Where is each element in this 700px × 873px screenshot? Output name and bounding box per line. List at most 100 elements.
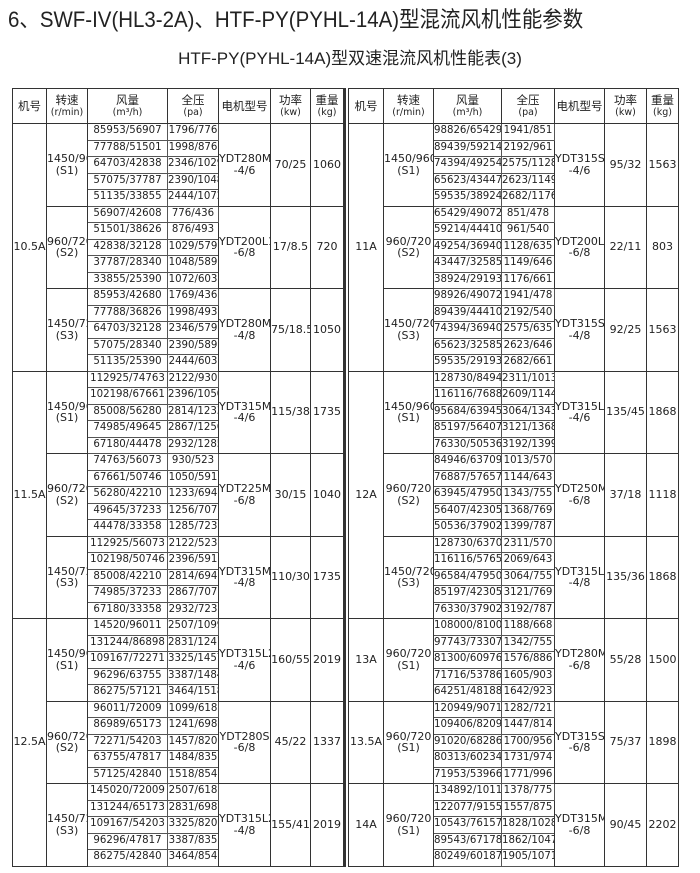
pressure-cell: 2932/1285 (167, 436, 219, 454)
speed-code: (S2) (55, 246, 79, 260)
flow-cell: 64251/48188 (433, 684, 502, 702)
speed-code: (S3) (55, 823, 79, 837)
speed-code: (S1) (55, 163, 79, 177)
pressure-cell: 1447/814 (501, 717, 555, 735)
pressure-cell: 1998/493 (167, 304, 219, 322)
flow-cell: 67180/33358 (87, 601, 168, 619)
table-row: 51135/25390 2444/603 (13, 354, 344, 372)
flow-cell: 65623/43447 (433, 172, 502, 190)
weight-cell: 1040 (310, 453, 344, 537)
pressure-cell: 2507/618 (167, 783, 219, 801)
motor-cell: YDT315S -4/6 (554, 123, 605, 207)
pressure-cell: 2623/1149 (501, 172, 555, 190)
power-cell: 135/45 (604, 370, 647, 454)
power-cell: 160/55 (270, 618, 311, 702)
flow-cell: 98826/65429 (433, 123, 502, 141)
speed-code: (S3) (397, 328, 420, 342)
table-row: 1450/720 (S3) 98926/49072 1941/478 YDT315S -4… (349, 288, 679, 372)
flow-cell: 86275/57121 (87, 684, 168, 702)
motor-model: YDT315L1 (555, 399, 605, 413)
header-speed: 转速 (r/min) (46, 88, 88, 124)
flow-cell: 64703/32128 (87, 321, 168, 339)
table-row: 43447/32585 1149/646 (349, 255, 679, 273)
flow-cell: 91020/68286 (433, 733, 502, 751)
speed-cell: 960/720 (S1) (383, 783, 434, 867)
model-cell: 12.5A (12, 618, 47, 867)
header-motor: 电机型号 (218, 88, 271, 124)
power-cell: 17/8.5 (270, 205, 311, 289)
header-speed: 转速 (r/min) (383, 88, 434, 124)
header-weight-label: 重量 (651, 92, 674, 107)
motor-cell: YDT315M -6/8 (554, 783, 605, 867)
header-model: 机号 (348, 88, 384, 124)
pressure-cell: 2575/1128 (501, 156, 555, 174)
speed-value: 1450/720 (47, 812, 87, 826)
header-pressure: 全压 (pa) (501, 88, 555, 124)
flow-cell: 76330/37902 (433, 601, 502, 619)
speed-value: 1450/960 (384, 152, 434, 166)
weight-cell: 1563 (646, 123, 679, 207)
flow-cell: 102198/50746 (87, 552, 168, 570)
pressure-cell: 3064/1343 (501, 403, 555, 421)
table-row: 71953/53966 1771/996 (349, 766, 679, 784)
flow-cell: 56407/42305 (433, 502, 502, 520)
motor-cell: YDT315S -4/8 (554, 288, 605, 372)
model-cell: 12A (348, 370, 384, 619)
pressure-cell: 3121/769 (501, 585, 555, 603)
speed-cell: 960/720(S2) (383, 205, 434, 289)
flow-cell: 44478/33358 (87, 519, 168, 537)
motor-model: YDT315S (555, 729, 605, 743)
pressure-cell: 1457/820 (167, 733, 219, 751)
speed-cell: 960/720(S2) (46, 453, 88, 537)
pressure-cell: 1828/1028 (501, 816, 555, 834)
table-row: 64703/42838 2346/1029 (13, 156, 344, 174)
motor-cell: YDT250M -6/8 (554, 453, 605, 537)
flow-cell: 85953/42680 (87, 288, 168, 306)
header-power: 功率 (kw) (270, 88, 311, 124)
performance-table-left: 机号 转速 (r/min) 风量 (m³/h) 全压 (pa) 电机型号 功率 (kw) 重量 (kg… (12, 88, 344, 867)
pressure-cell: 1241/698 (167, 717, 219, 735)
flow-cell: 65623/32585 (433, 337, 502, 355)
table-row: 1450/720(S3)145020/720092507/618YDT315L2… (13, 783, 344, 867)
flow-cell: 96011/72009 (87, 700, 168, 718)
table-row: 56280/42210 1233/694 (13, 486, 344, 504)
pressure-cell: 3464/854 (167, 849, 219, 867)
table-row: 10543/76157 1828/1028 (349, 816, 679, 834)
model-cell: 13.5A (348, 700, 384, 784)
speed-cell: 1450/720(S3) (46, 783, 88, 867)
motor-poles: -4/8 (233, 823, 256, 837)
flow-cell: 89439/44410 (433, 304, 502, 322)
header-row: 机号 转速 (r/min) 风量 (m³/h) 全压 (pa) 电机型号 功率 (kw) 重量 (kg… (348, 88, 679, 124)
header-flow: 风量 (m³/h) (87, 88, 168, 124)
motor-cell: YDT200L2-6/8 (554, 205, 605, 289)
motor-cell: YDT315L2 -4/6 (218, 618, 271, 702)
table-row: 131244/86898 2831/1241 (13, 634, 344, 652)
flow-cell: 38924/29193 (433, 271, 502, 289)
pressure-cell: 2444/1072 (167, 189, 219, 207)
speed-cell: 1450/720(S3) (383, 535, 434, 619)
flow-cell: 134892/101168 (433, 783, 502, 801)
flow-cell: 67180/44478 (87, 436, 168, 454)
motor-poles: -6/8 (233, 741, 256, 755)
pressure-cell: 2623/646 (501, 337, 555, 355)
flow-cell: 74985/37233 (87, 585, 168, 603)
pressure-cell: 3325/820 (167, 816, 219, 834)
flow-cell: 98926/49072 (433, 288, 502, 306)
power-cell: 95/32 (604, 123, 647, 207)
table-divider (344, 88, 346, 867)
header-power-unit: (kw) (280, 107, 301, 119)
pressure-cell: 961/540 (501, 222, 555, 240)
motor-poles: -4/8 (233, 576, 256, 590)
motor-poles: -6/8 (568, 246, 591, 260)
table-row: 131244/65173 2831/698 (13, 799, 344, 817)
motor-poles: -6/8 (568, 823, 591, 837)
speed-code: (S3) (55, 328, 79, 342)
flow-cell: 128730/63709 (433, 535, 502, 553)
table-row: 57125/42840 1518/854 (13, 766, 344, 784)
header-flow-unit: (m³/h) (112, 107, 143, 119)
pressure-cell: 3387/1484 (167, 667, 219, 685)
power-cell: 30/15 (270, 453, 311, 537)
pressure-cell: 1518/854 (167, 766, 219, 784)
weight-cell: 1735 (310, 535, 344, 619)
speed-value: 1450/720 (47, 317, 87, 331)
